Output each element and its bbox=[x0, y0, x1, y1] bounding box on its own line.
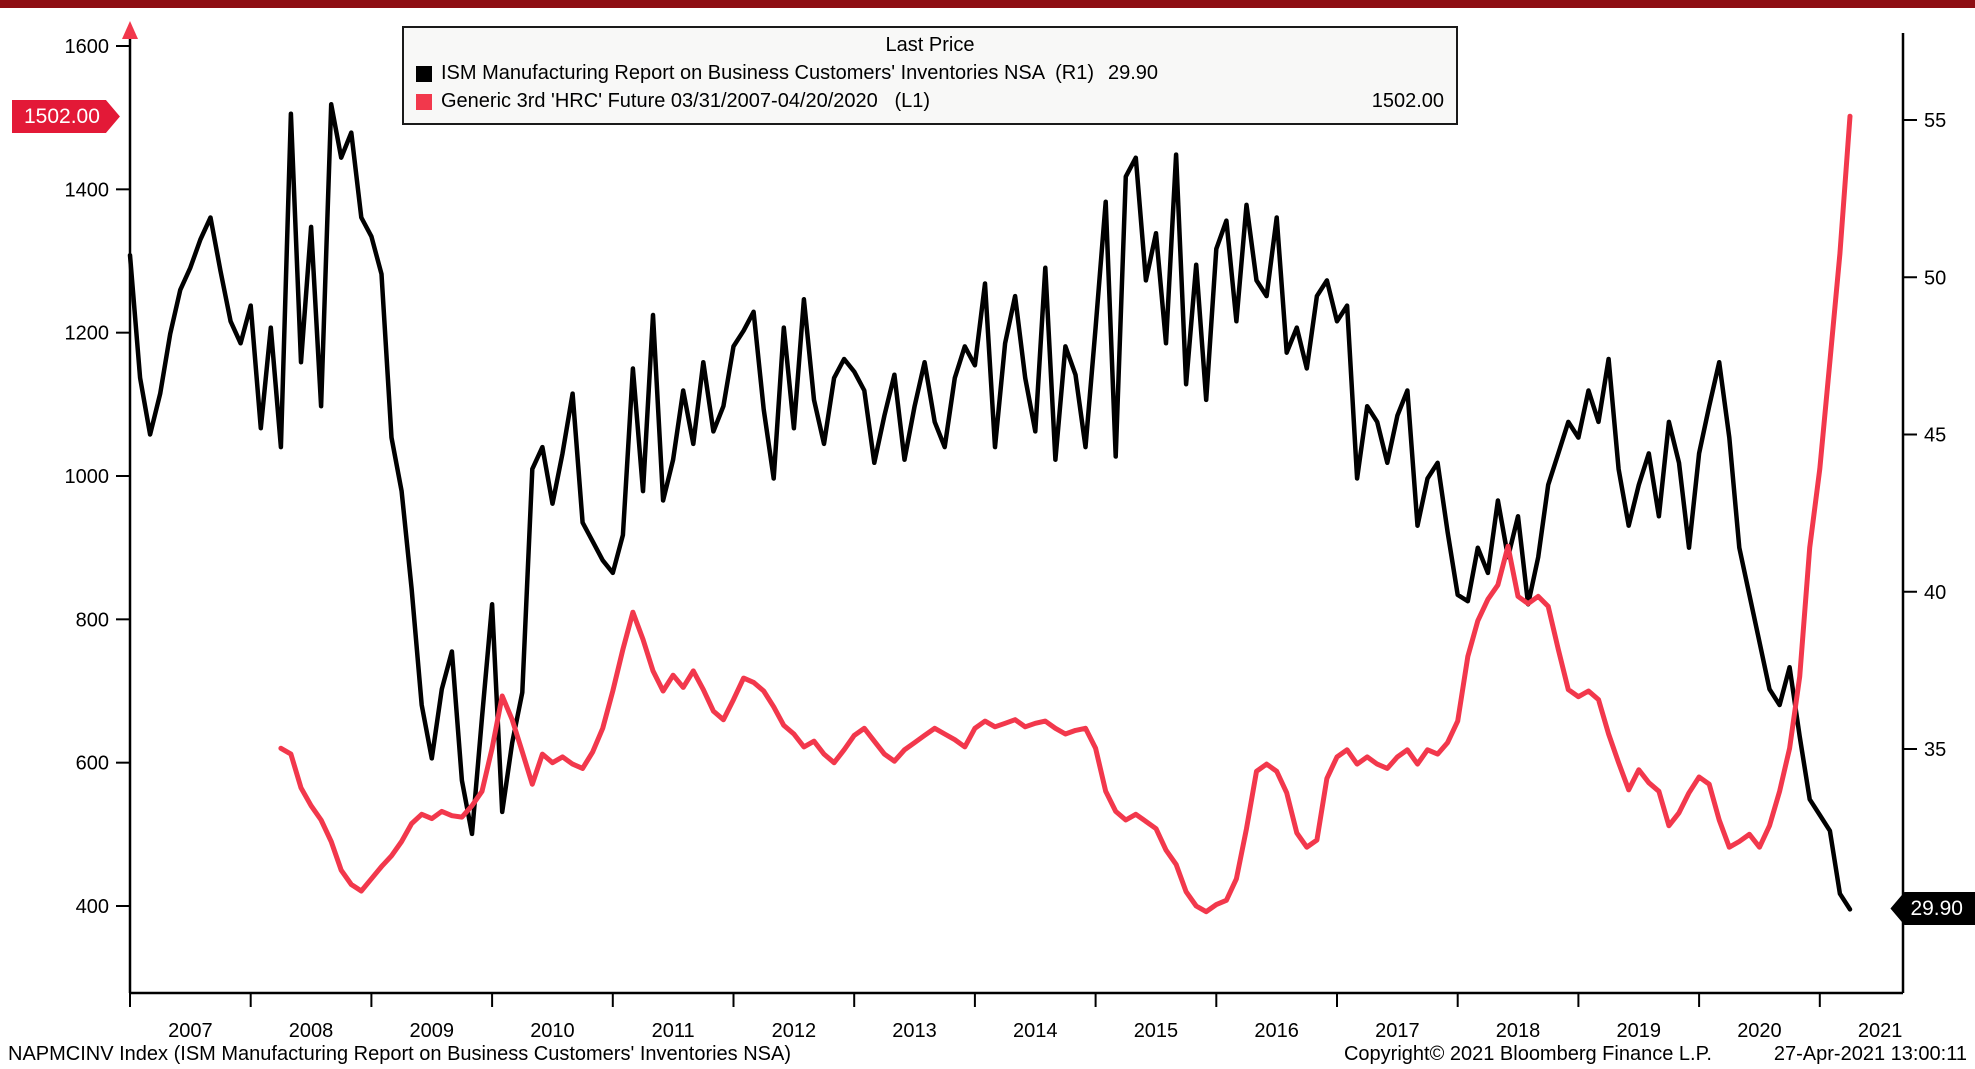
legend-title: Last Price bbox=[885, 34, 975, 56]
x-axis-year-label: 2008 bbox=[289, 1020, 334, 1040]
left-axis-tick-label: 800 bbox=[76, 609, 109, 631]
x-axis-year-label: 2012 bbox=[772, 1020, 817, 1040]
x-axis-year-label: 2018 bbox=[1496, 1020, 1541, 1040]
series-line-hrc bbox=[278, 113, 1853, 915]
top-accent-bar bbox=[0, 0, 1975, 8]
right-axis-tick-label: 55 bbox=[1924, 110, 1946, 132]
legend-row-hrc[interactable]: Generic 3rd 'HRC' Future 03/31/2007-04/2… bbox=[416, 90, 1444, 113]
chart-container: 400 600 800 1000 1200 1400 1600 35 40 45 50 55 2007 2… bbox=[0, 8, 1975, 1040]
x-axis-year-label: 2013 bbox=[892, 1020, 937, 1040]
left-axis-tick-label: 400 bbox=[76, 896, 109, 918]
chart-plot-area[interactable]: 400 600 800 1000 1200 1400 1600 35 40 45 50 55 2007 2… bbox=[0, 8, 1975, 1040]
legend-row-ism[interactable]: ISM Manufacturing Report on Business Cus… bbox=[416, 62, 1444, 85]
x-axis-year-label: 2017 bbox=[1375, 1020, 1420, 1040]
left-axis-tick-label: 1600 bbox=[65, 36, 110, 58]
left-axis-tick-label: 600 bbox=[76, 753, 109, 775]
left-axis-tick-label: 1200 bbox=[65, 323, 110, 345]
right-axis-tick-label: 45 bbox=[1924, 425, 1946, 447]
ticker-description: NAPMCINV Index (ISM Manufacturing Report… bbox=[8, 1043, 792, 1065]
right-price-flag: 29.90 bbox=[1890, 892, 1975, 925]
x-axis-year-label: 2011 bbox=[652, 1020, 695, 1040]
right-axis-tick-label: 40 bbox=[1924, 582, 1946, 604]
datetime-text: 27-Apr-2021 13:00:11 bbox=[1773, 1043, 1967, 1065]
status-bar: NAPMCINV Index (ISM Manufacturing Report… bbox=[0, 1040, 1975, 1069]
x-axis-year-label: 2016 bbox=[1254, 1020, 1299, 1040]
x-axis-year-label: 2021 bbox=[1858, 1020, 1903, 1040]
x-axis-year-label: 2010 bbox=[530, 1020, 575, 1040]
chart-legend: Last Price ISM Manufacturing Report on B… bbox=[402, 26, 1458, 125]
x-axis-year-label: 2009 bbox=[410, 1020, 455, 1040]
x-axis-year-label: 2014 bbox=[1013, 1020, 1058, 1040]
copyright-text: Copyright© 2021 Bloomberg Finance L.P. bbox=[1343, 1043, 1712, 1065]
legend-label-hrc: Generic 3rd 'HRC' Future 03/31/2007-04/2… bbox=[441, 90, 931, 112]
x-axis-year-label: 2020 bbox=[1737, 1020, 1782, 1040]
x-axis-year-label: 2007 bbox=[168, 1020, 213, 1040]
left-axis-cap-arrow-icon bbox=[122, 21, 138, 39]
legend-value-hrc: 1502.00 bbox=[1371, 90, 1444, 112]
legend-value-ism: 29.90 bbox=[1107, 62, 1159, 84]
right-axis-tick-label: 35 bbox=[1924, 739, 1946, 761]
hrc-swatch-icon bbox=[416, 93, 432, 110]
right-axis-tick-label: 50 bbox=[1924, 267, 1946, 289]
series-line-ism bbox=[127, 102, 1853, 912]
left-axis-tick-label: 1000 bbox=[65, 466, 110, 488]
x-axis-year-label: 2015 bbox=[1134, 1020, 1179, 1040]
left-axis-tick-label: 1400 bbox=[65, 179, 110, 201]
ism-swatch-icon bbox=[416, 65, 432, 82]
left-price-flag: 1502.00 bbox=[12, 100, 120, 133]
legend-label-ism: ISM Manufacturing Report on Business Cus… bbox=[441, 62, 1094, 84]
x-axis-year-label: 2019 bbox=[1617, 1020, 1662, 1040]
